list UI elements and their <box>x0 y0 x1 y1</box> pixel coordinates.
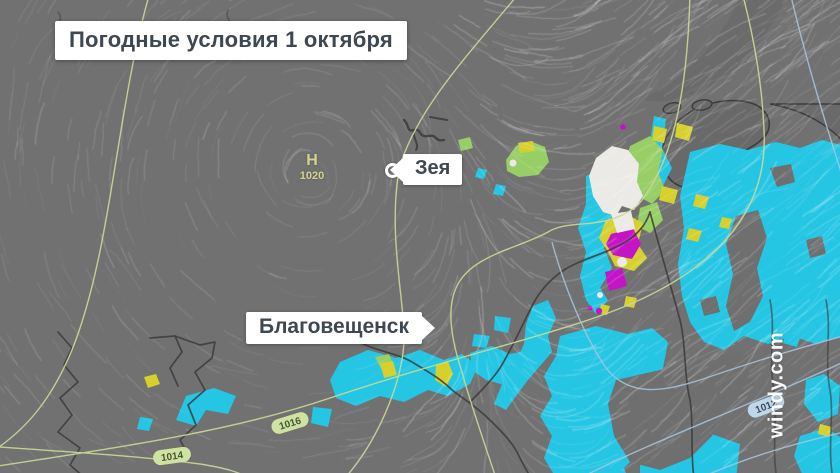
city-label-text: Благовещенск <box>259 315 409 338</box>
isobar-label-text: 1014 <box>160 450 184 464</box>
city-label-zeya[interactable]: Зея <box>389 154 463 185</box>
isobar-label-1014: 1014 <box>153 446 191 466</box>
isobar-lines-high <box>0 0 765 473</box>
high-pressure-center: Н 1020 <box>290 152 334 182</box>
isobar-lines-low <box>551 0 840 473</box>
city-label-text: Зея <box>415 157 451 179</box>
isobar-label-1016: 1016 <box>271 412 309 434</box>
windy-watermark[interactable]: windy.com <box>765 331 788 439</box>
city-label-blagoveshchensk[interactable]: Благовещенск <box>246 312 435 344</box>
map-title: Погодные условия 1 октября <box>55 21 407 60</box>
pressure-letter: Н <box>306 152 318 169</box>
pressure-value: 1020 <box>299 169 325 182</box>
border-lines <box>57 9 833 473</box>
